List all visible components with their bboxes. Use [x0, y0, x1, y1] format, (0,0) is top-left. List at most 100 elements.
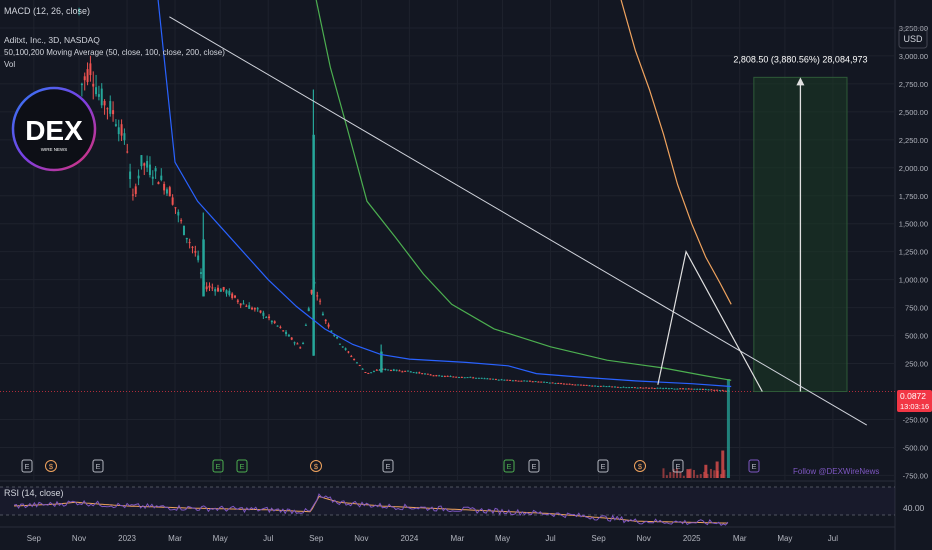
candle [500, 379, 503, 381]
candle [285, 331, 288, 335]
volume-bar [706, 473, 709, 478]
candle [338, 343, 341, 345]
volume-bars [662, 379, 730, 478]
event-marker-label: E [24, 462, 29, 471]
time-tick: Jul [545, 534, 555, 543]
candle [214, 289, 217, 292]
time-tick: Sep [309, 534, 324, 543]
candle [336, 336, 339, 339]
candle [486, 378, 489, 380]
volume-legend[interactable]: Vol [4, 60, 15, 69]
candle [389, 370, 392, 372]
rsi-label[interactable]: RSI (14, close) [4, 488, 64, 498]
candle [319, 300, 322, 302]
candle [636, 387, 639, 389]
candle [616, 386, 619, 388]
candle [492, 378, 495, 380]
candle [511, 380, 514, 382]
candle [588, 385, 591, 387]
candle [236, 300, 239, 302]
ma-legend[interactable]: 50,100,200 Moving Average (50, close, 10… [4, 48, 225, 57]
volume-bar [703, 471, 706, 478]
macd-label[interactable]: MACD (12, 26, close) [4, 6, 90, 16]
candle [540, 381, 543, 383]
dex-logo: DEX WIRE NEWS [11, 86, 97, 172]
countdown: 13:03:16 [900, 402, 929, 411]
candle [259, 310, 262, 313]
candle [117, 127, 120, 135]
candle [463, 377, 466, 379]
price-tick: 250.00 [905, 360, 928, 369]
candle [701, 388, 704, 390]
candle [721, 390, 724, 392]
event-marker-label: $ [49, 462, 54, 471]
candle [168, 187, 171, 197]
candle [347, 351, 350, 353]
price-tick: 750.00 [905, 304, 928, 313]
candle [724, 390, 727, 392]
current-price-badge: 0.0872 13:03:16 [897, 390, 932, 412]
candle [123, 133, 126, 141]
candle [219, 289, 222, 292]
candle [452, 376, 455, 378]
candle [194, 251, 197, 253]
candle [273, 321, 276, 323]
earnings-marker [382, 459, 394, 473]
candle [378, 369, 381, 371]
candle [361, 368, 364, 370]
candle [293, 342, 296, 344]
candle [205, 286, 208, 290]
candle [684, 388, 687, 390]
candle [392, 369, 395, 371]
event-marker-label: E [239, 462, 244, 471]
event-marker-label: E [600, 462, 605, 471]
candle [163, 183, 166, 191]
candle [477, 377, 480, 379]
trendline [169, 16, 868, 426]
candle [276, 325, 279, 327]
candle [100, 88, 103, 106]
currency-button[interactable]: USD [898, 27, 928, 49]
candle [358, 365, 361, 367]
candle [704, 389, 707, 391]
earnings-marker [748, 459, 760, 473]
candle [591, 385, 594, 387]
volume-bar [723, 469, 726, 478]
rsi-line [13, 493, 729, 526]
grid [0, 0, 895, 481]
measure-tool[interactable]: 2,808.50 (3,880.56%) 28,084,973 [733, 54, 867, 393]
event-marker-label: E [215, 462, 220, 471]
candle [231, 293, 234, 298]
time-tick: Sep [591, 534, 606, 543]
candle [469, 376, 472, 378]
candle [239, 303, 242, 306]
earnings-marker [92, 459, 104, 473]
candle [426, 373, 429, 375]
candle [282, 330, 285, 332]
candle [489, 378, 492, 380]
candle [92, 83, 95, 87]
candle [670, 388, 673, 390]
price-tick: 2,250.00 [899, 136, 928, 145]
candle [370, 372, 373, 374]
candle [185, 237, 188, 240]
candle [109, 101, 112, 114]
candle [727, 390, 730, 392]
candle [560, 383, 563, 385]
candle [129, 171, 132, 180]
volume-bar [679, 472, 682, 478]
volume-bar [689, 468, 692, 478]
candle [548, 382, 551, 384]
candle [480, 377, 483, 379]
volume-bar [665, 475, 668, 478]
event-marker-label: E [751, 462, 756, 471]
candle [299, 347, 302, 349]
candle [296, 343, 299, 345]
time-tick: Jul [263, 534, 273, 543]
candle [602, 385, 605, 387]
candle [613, 386, 616, 388]
candle [350, 356, 353, 358]
candle [562, 383, 565, 385]
event-marker-label: E [675, 462, 680, 471]
